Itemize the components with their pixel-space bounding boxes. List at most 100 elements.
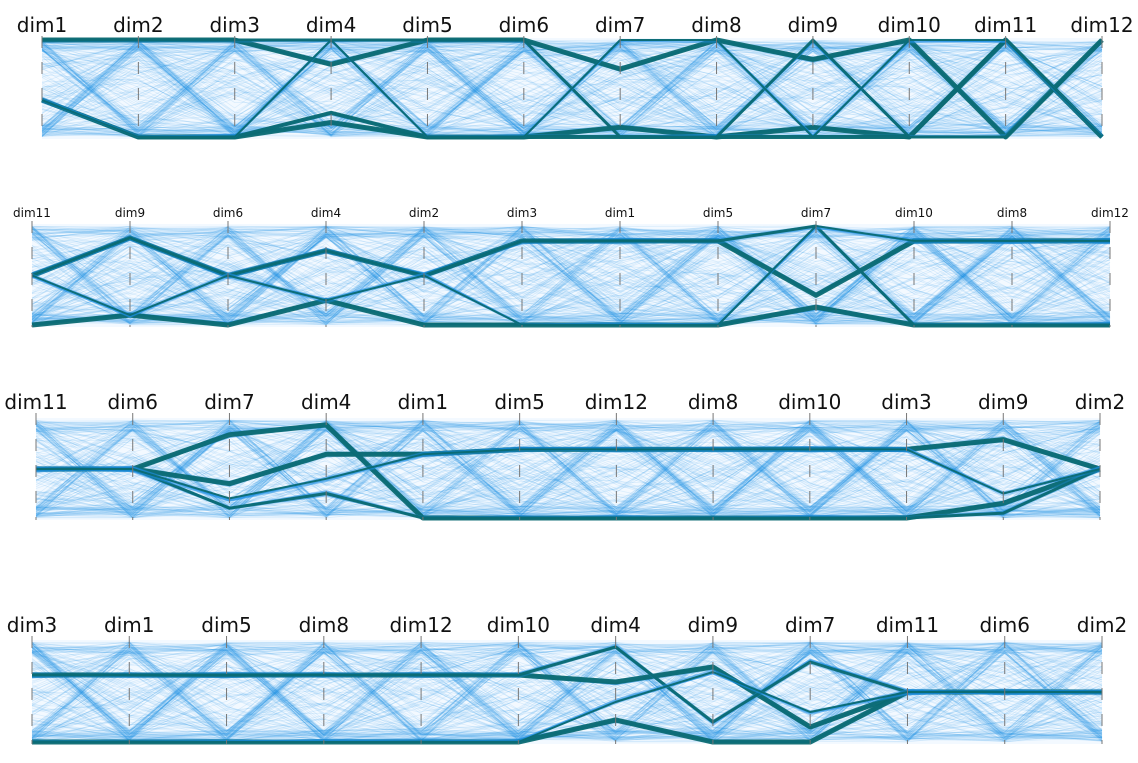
background-line [35, 423, 1101, 508]
background-line [35, 420, 1101, 517]
background-line [35, 420, 1101, 517]
background-line [31, 644, 1103, 734]
cluster-bundles [31, 643, 1103, 745]
background-line [31, 644, 1103, 740]
background-line [41, 39, 1103, 137]
background-line [31, 226, 1111, 323]
background-line [31, 642, 1103, 742]
background-line [41, 40, 1103, 138]
background-line [31, 229, 1111, 324]
background-line [35, 422, 1101, 519]
background-line [31, 232, 1111, 323]
background-line [31, 229, 1111, 324]
background-line [35, 421, 1101, 518]
background-line [31, 228, 1111, 323]
axis-label-dim8: dim8 [299, 613, 349, 637]
background-line [31, 227, 1111, 322]
background-line [35, 421, 1101, 515]
background-line [31, 226, 1111, 325]
background-line [41, 42, 1103, 135]
background-line [31, 641, 1103, 741]
background-line [41, 40, 1103, 134]
background-line [31, 643, 1103, 743]
background-line [31, 234, 1111, 323]
background-line [35, 427, 1101, 517]
background-line [31, 641, 1103, 742]
background-line [41, 44, 1103, 137]
background-line [31, 226, 1111, 317]
background-line [35, 420, 1101, 517]
background-line [35, 422, 1101, 518]
background-line [41, 40, 1103, 131]
background-line [31, 641, 1103, 738]
background-line [31, 643, 1103, 738]
axis-label-dim10: dim10 [878, 13, 941, 37]
background-line [31, 641, 1103, 742]
background-line [31, 641, 1103, 740]
cluster-bundle-4 [31, 225, 1110, 326]
background-line [31, 229, 1111, 326]
background-line [31, 242, 1111, 324]
background-line [31, 643, 1103, 733]
background-line [31, 225, 1111, 323]
background-line [41, 39, 1103, 137]
background-line [41, 40, 1103, 136]
background-line [31, 643, 1103, 742]
background-line [41, 41, 1103, 137]
background-line [31, 227, 1111, 323]
background-line [31, 642, 1103, 738]
background-line [35, 426, 1101, 514]
background-line [31, 641, 1103, 741]
background-line [31, 226, 1111, 324]
background-line [31, 226, 1111, 321]
background-line [41, 45, 1103, 129]
axis-label-dim5: dim5 [402, 13, 452, 37]
background-line [41, 42, 1103, 135]
background-line [41, 41, 1103, 138]
background-line [31, 642, 1103, 743]
background-line [35, 419, 1101, 519]
background-line [31, 641, 1103, 739]
background-line [31, 234, 1111, 320]
background-line [41, 42, 1103, 138]
background-line [31, 231, 1111, 323]
background-line [31, 642, 1103, 741]
background-line [31, 641, 1103, 739]
background-line [35, 419, 1101, 518]
background-line [31, 641, 1103, 742]
background-line [31, 236, 1111, 326]
background-line [35, 421, 1101, 513]
background-line [41, 39, 1103, 136]
background-line [31, 641, 1103, 742]
background-line [31, 226, 1111, 322]
background-line [31, 642, 1103, 742]
background-line [31, 231, 1111, 323]
background-line [31, 227, 1111, 323]
background-line [31, 641, 1103, 742]
background-line [41, 41, 1103, 137]
background-line [31, 229, 1111, 325]
background-line [31, 647, 1103, 742]
background-line [31, 225, 1111, 322]
background-line [31, 226, 1111, 326]
background-line [31, 226, 1111, 321]
background-line [31, 225, 1111, 321]
background-line [35, 419, 1101, 517]
background-line [31, 232, 1111, 326]
background-line [31, 227, 1111, 320]
background-line [31, 643, 1103, 741]
background-line [31, 227, 1111, 324]
background-line [31, 649, 1103, 742]
background-line [31, 231, 1111, 324]
background-line [31, 641, 1103, 742]
background-line [35, 422, 1101, 515]
background-line [35, 423, 1101, 517]
background-line [41, 44, 1103, 133]
background-line [41, 41, 1103, 137]
background-line [31, 227, 1111, 324]
background-line [35, 428, 1101, 518]
background-line [41, 41, 1103, 136]
background-line [41, 41, 1103, 135]
background-line [31, 642, 1103, 740]
background-line [41, 47, 1103, 135]
